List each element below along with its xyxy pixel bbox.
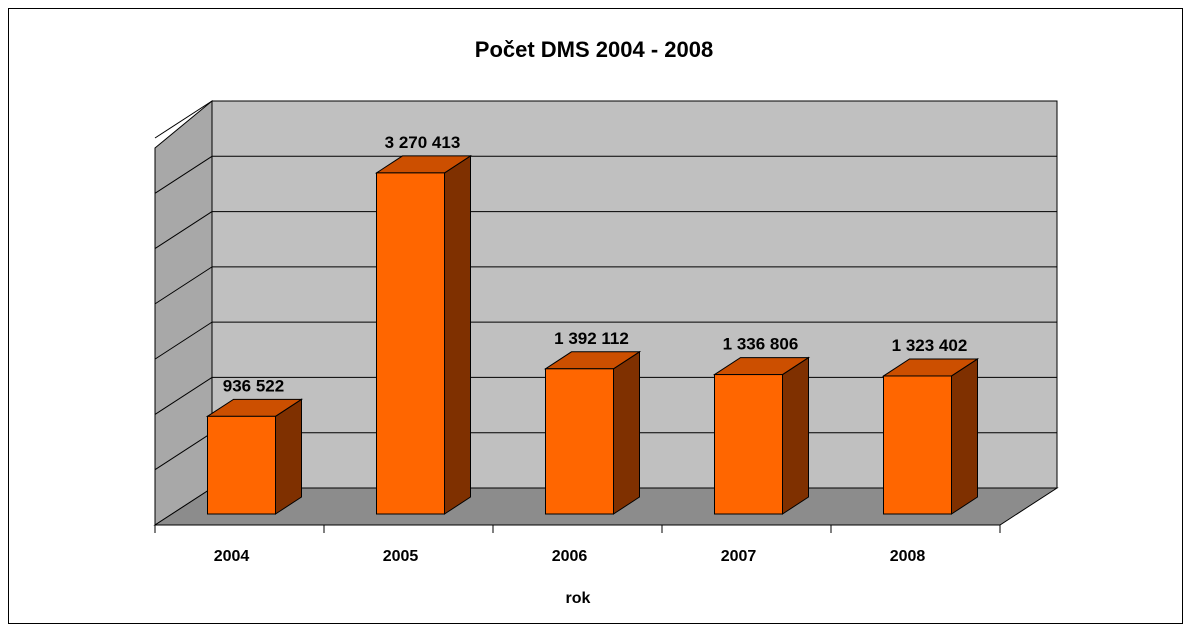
data-label: 1 336 806 — [723, 335, 799, 354]
bars — [205, 154, 980, 515]
gridline-side — [154, 155, 213, 194]
gridline-side — [154, 211, 213, 249]
bar-front — [545, 368, 614, 515]
chart-title: Počet DMS 2004 - 2008 — [475, 37, 713, 62]
plot-side-wall — [154, 99, 213, 526]
bar-front — [714, 374, 783, 515]
x-tick-label: 2006 — [552, 548, 588, 565]
gridline-side — [154, 377, 213, 415]
bar-side — [444, 154, 471, 515]
bar-front — [376, 172, 445, 515]
bar-side — [782, 356, 809, 515]
bar-2006 — [543, 350, 642, 515]
data-label: 1 323 402 — [892, 336, 968, 355]
bar-2004 — [205, 398, 304, 515]
x-axis-tick-labels: 2004 2005 2006 2007 2008 — [214, 548, 926, 565]
bar-side — [275, 398, 302, 515]
gridline-side — [154, 321, 213, 360]
bar-side — [951, 358, 978, 515]
x-tick-label: 2005 — [383, 548, 419, 565]
gridline-side — [154, 266, 213, 305]
gridline-side — [154, 100, 213, 139]
data-labels: 936 522 3 270 413 1 392 112 1 336 806 1 323 … — [223, 133, 968, 395]
data-label: 3 270 413 — [385, 133, 461, 152]
bar-front — [883, 375, 952, 515]
bar-front — [207, 415, 276, 515]
x-tick-label: 2008 — [890, 548, 926, 565]
x-axis-label: rok — [566, 590, 591, 607]
data-label: 1 392 112 — [554, 329, 629, 348]
bar-2005 — [374, 154, 473, 515]
x-tick-label: 2004 — [214, 548, 250, 565]
data-label: 936 522 — [223, 376, 284, 395]
x-tick-label: 2007 — [721, 548, 757, 565]
bar-2008 — [881, 358, 980, 515]
bar-2007 — [712, 356, 811, 515]
bar-side — [613, 350, 640, 515]
gridline-side — [154, 432, 213, 471]
